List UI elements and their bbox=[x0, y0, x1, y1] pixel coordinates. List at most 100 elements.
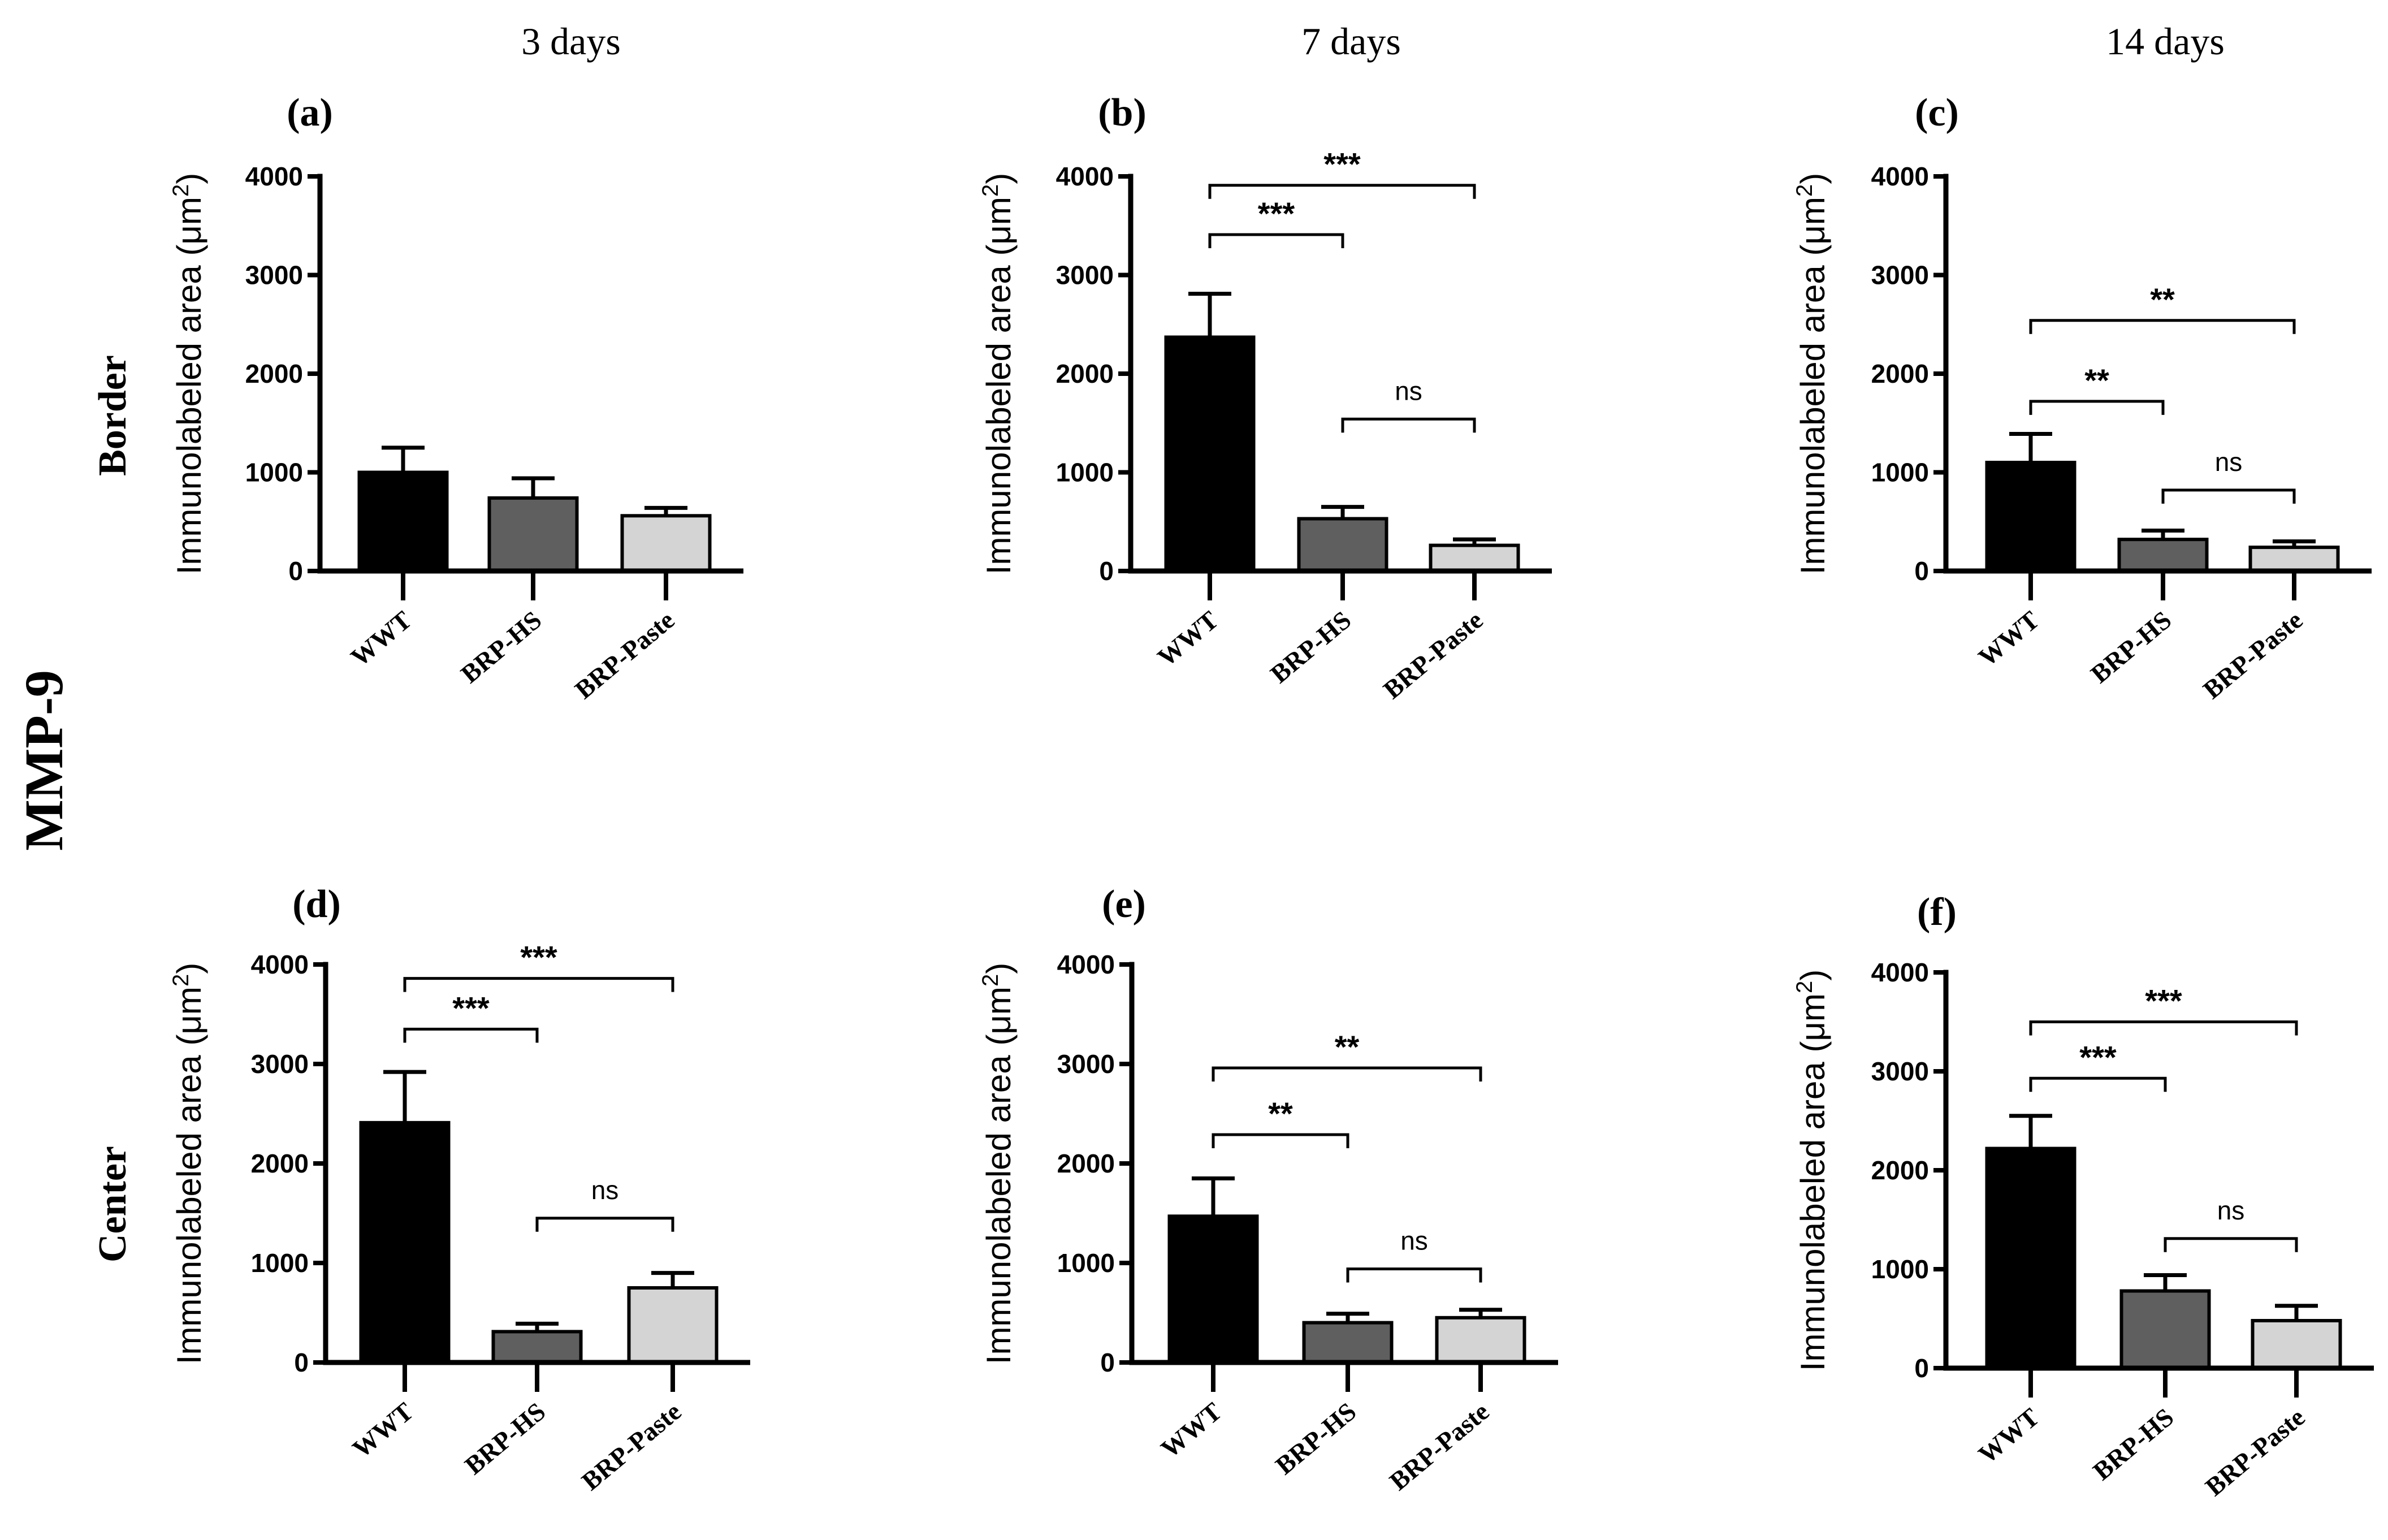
panel-label: (d) bbox=[292, 883, 341, 926]
significance-bracket bbox=[1212, 1066, 1482, 1082]
x-tick-label: WWT bbox=[1156, 1397, 1227, 1464]
y-tick-label: 0 bbox=[1099, 556, 1114, 586]
y-axis-label-sup: 2 bbox=[978, 974, 1003, 987]
y-tick-label: 3000 bbox=[251, 1049, 309, 1079]
y-tick-label: 1000 bbox=[1871, 1255, 1929, 1284]
significance-bracket bbox=[1346, 1268, 1482, 1283]
significance-bracket bbox=[2029, 400, 2165, 415]
y-tick-label: 4000 bbox=[1871, 958, 1929, 987]
y-tick-label: 4000 bbox=[1057, 950, 1115, 979]
y-axis-label-text: Immunolabeled area (μm bbox=[980, 197, 1018, 574]
bar-brp-hs bbox=[1302, 1321, 1394, 1365]
y-tick-label: 2000 bbox=[1871, 1156, 1929, 1185]
y-tick-label: 1000 bbox=[251, 1248, 309, 1278]
y-axis-label: Immunolabeled area (μm2) bbox=[978, 173, 1018, 574]
bar-wwt bbox=[1985, 461, 2076, 573]
bar-brp-paste bbox=[1429, 543, 1520, 573]
y-axis-label-sup: 2 bbox=[978, 184, 1003, 197]
y-axis-label-sup: 2 bbox=[1792, 184, 1817, 197]
y-axis-label-end: ) bbox=[980, 173, 1018, 184]
x-tick-label: WWT bbox=[345, 605, 417, 672]
y-tick-label: 1000 bbox=[1057, 1248, 1115, 1278]
y-axis-label: Immunolabeled area (μm2) bbox=[168, 963, 208, 1364]
x-tick-label: BRP-HS bbox=[455, 605, 547, 689]
bar-brp-hs bbox=[2119, 1289, 2211, 1370]
bar-brp-hs bbox=[1297, 517, 1388, 573]
y-axis-label-sup: 2 bbox=[1792, 981, 1817, 993]
x-tick-label: BRP-Paste bbox=[1378, 605, 1488, 704]
significance-label: ** bbox=[1335, 1029, 1360, 1065]
significance-label: *** bbox=[452, 990, 490, 1026]
significance-label: *** bbox=[520, 940, 557, 975]
row-label-center: Center bbox=[91, 1146, 135, 1262]
y-tick-label: 2000 bbox=[1056, 359, 1114, 388]
significance-bracket bbox=[403, 1027, 539, 1043]
panel-label: (c) bbox=[1915, 91, 1959, 135]
panel-e: (e) Immunolabeled area (μm2) 0 1000 2000 3000… bbox=[978, 883, 1558, 1496]
column-title-14-days: 14 days bbox=[2106, 20, 2225, 63]
y-tick-label: 3000 bbox=[1871, 1057, 1929, 1086]
y-tick-label: 2000 bbox=[245, 359, 303, 388]
y-tick-label: 4000 bbox=[1871, 162, 1929, 191]
bar-wwt bbox=[357, 470, 449, 573]
significance-label: *** bbox=[1323, 146, 1361, 182]
y-axis-label-text: Immunolabeled area (μm bbox=[1794, 197, 1832, 574]
significance-bracket bbox=[2164, 1237, 2298, 1252]
x-tick-label: BRP-HS bbox=[459, 1397, 551, 1480]
significance-bracket bbox=[1341, 417, 1476, 433]
x-tick-label: BRP-HS bbox=[1265, 605, 1356, 689]
significance-label: ** bbox=[2150, 282, 2175, 317]
y-axis-label-text: Immunolabeled area (μm bbox=[170, 197, 208, 574]
panel-label: (a) bbox=[287, 91, 333, 135]
y-axis-label-end: ) bbox=[1794, 173, 1832, 184]
y-axis-label: Immunolabeled area (μm2) bbox=[978, 963, 1018, 1364]
significance-bracket bbox=[403, 977, 674, 992]
x-tick-label: BRP-HS bbox=[2087, 1403, 2179, 1486]
panel-d: (d) Immunolabeled area (μm2) 0 1000 2000 3000… bbox=[168, 883, 750, 1496]
significance-bracket bbox=[535, 1217, 674, 1232]
significance-bracket bbox=[2161, 488, 2296, 504]
significance-bracket bbox=[2029, 1076, 2167, 1092]
x-tick-label: WWT bbox=[1973, 1403, 2045, 1469]
side-label-mmp9: MMP-9 bbox=[14, 670, 74, 851]
y-axis-label: Immunolabeled area (μm2) bbox=[1792, 173, 1832, 574]
significance-bracket bbox=[1208, 184, 1476, 199]
significance-label: *** bbox=[2079, 1039, 2117, 1075]
panel-c: (c) Immunolabeled area (μm2) 0 1000 2000 3000… bbox=[1792, 91, 2372, 704]
y-tick-label: 3000 bbox=[245, 261, 303, 290]
y-axis-label-text: Immunolabeled area (μm bbox=[980, 987, 1018, 1364]
y-tick-label: 0 bbox=[1914, 556, 1929, 586]
significance-bracket bbox=[1208, 233, 1344, 248]
y-axis-label-end: ) bbox=[980, 963, 1018, 974]
y-axis-label-end: ) bbox=[170, 963, 208, 974]
significance-label: ** bbox=[2084, 362, 2109, 398]
panel-b: (b) Immunolabeled area (μm2) 0 1000 2000 3000… bbox=[978, 91, 1552, 704]
y-tick-label: 3000 bbox=[1056, 261, 1114, 290]
bar-brp-paste bbox=[1435, 1316, 1526, 1365]
significance-bracket bbox=[1212, 1133, 1349, 1148]
y-tick-label: 4000 bbox=[1056, 162, 1114, 191]
x-tick-label: BRP-Paste bbox=[2200, 1403, 2310, 1502]
x-tick-label: BRP-HS bbox=[2085, 605, 2177, 689]
y-tick-label: 3000 bbox=[1057, 1049, 1115, 1079]
y-axis-label-sup: 2 bbox=[168, 184, 193, 197]
bar-brp-paste bbox=[2251, 1319, 2342, 1370]
y-tick-label: 0 bbox=[1914, 1353, 1929, 1383]
y-tick-label: 0 bbox=[288, 556, 303, 586]
significance-label: ns bbox=[2217, 1196, 2245, 1225]
panel-f: (f) Immunolabeled area (μm2) 0 1000 2000 3000… bbox=[1792, 890, 2374, 1502]
panel-a: (a) Immunolabeled area (μm2) 0 1000 2000 3000… bbox=[168, 91, 743, 704]
bar-wwt bbox=[1164, 335, 1256, 573]
row-label-border: Border bbox=[91, 355, 135, 476]
bar-wwt bbox=[1985, 1147, 2076, 1370]
y-tick-label: 1000 bbox=[1871, 458, 1929, 487]
bar-brp-hs bbox=[2117, 538, 2209, 573]
y-tick-label: 0 bbox=[1100, 1348, 1115, 1377]
y-tick-label: 2000 bbox=[1871, 359, 1929, 388]
significance-label: ns bbox=[591, 1175, 619, 1205]
significance-label: *** bbox=[1258, 196, 1295, 231]
x-tick-label: BRP-Paste bbox=[1384, 1397, 1494, 1496]
panel-label: (e) bbox=[1102, 883, 1146, 926]
x-tick-label: BRP-Paste bbox=[2197, 605, 2308, 704]
